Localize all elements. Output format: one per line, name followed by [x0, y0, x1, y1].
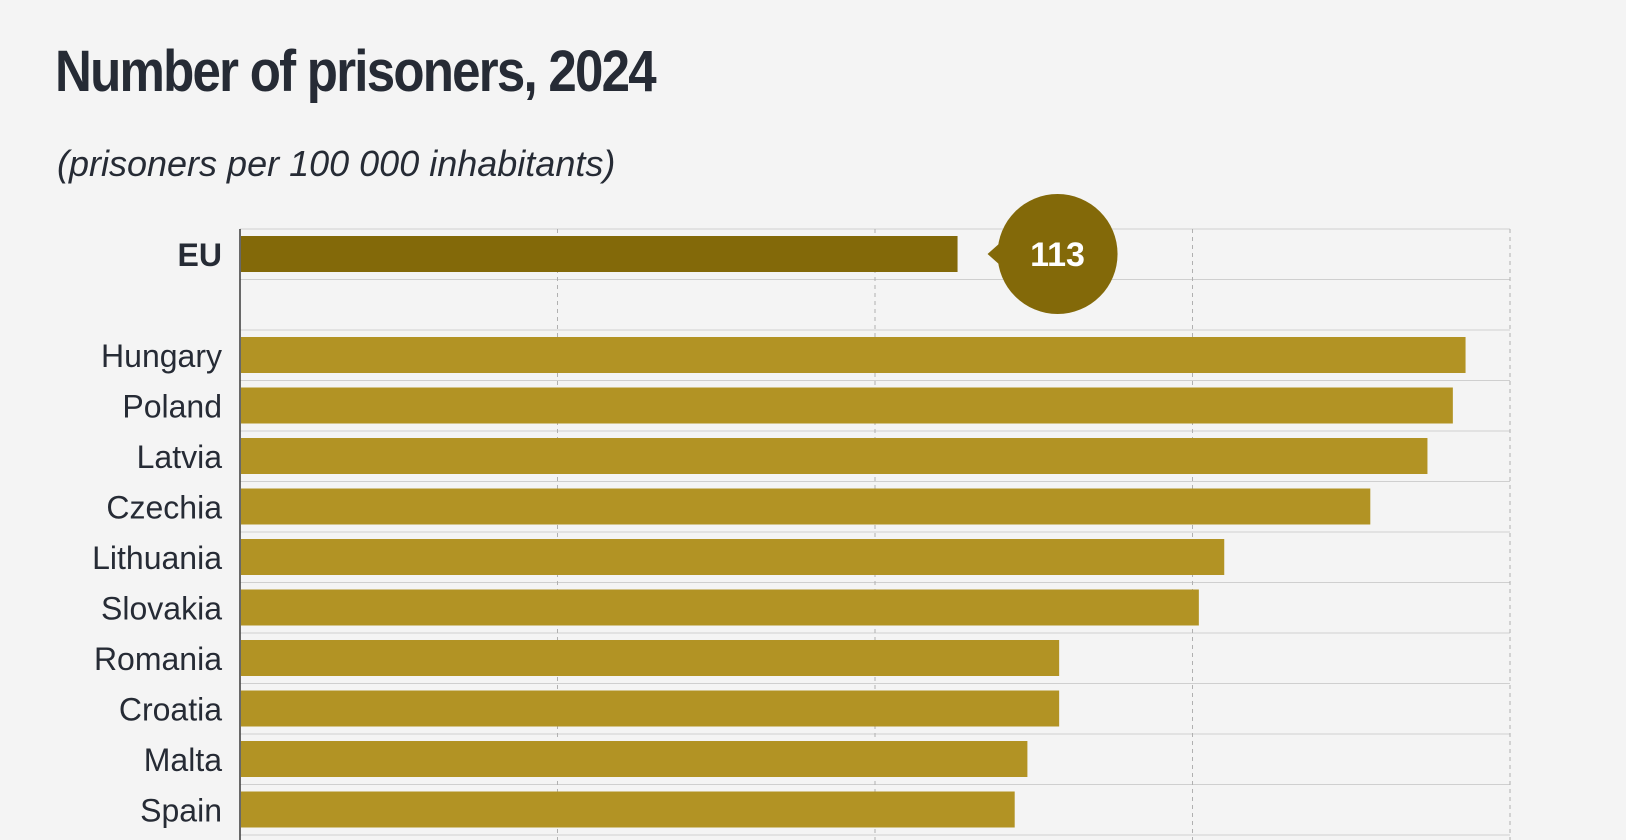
bar-spain	[241, 791, 1015, 828]
bar-slovakia	[241, 589, 1199, 626]
bar-poland	[241, 387, 1453, 424]
chart-subtitle: (prisoners per 100 000 inhabitants)	[57, 143, 616, 184]
bar-malta	[241, 741, 1028, 777]
category-label-croatia: Croatia	[119, 692, 222, 728]
bar-lithuania	[241, 539, 1225, 575]
bar-hungary	[241, 337, 1466, 373]
category-label-malta: Malta	[144, 742, 222, 778]
bar-croatia	[241, 690, 1060, 727]
callout-value: 113	[1030, 236, 1085, 274]
callout-bubble	[997, 194, 1118, 314]
category-label-romania: Romania	[94, 641, 222, 677]
bar-romania	[241, 640, 1060, 676]
category-label-slovakia: Slovakia	[101, 591, 222, 627]
bar-eu	[241, 236, 958, 272]
bar-latvia	[241, 438, 1428, 474]
category-label-poland: Poland	[122, 389, 222, 425]
category-label-hungary: Hungary	[101, 338, 222, 374]
chart-title: Number of prisoners, 2024	[55, 39, 657, 104]
category-label-czechia: Czechia	[106, 490, 222, 526]
category-label-spain: Spain	[140, 793, 222, 829]
category-label-latvia: Latvia	[137, 439, 223, 475]
category-label-lithuania: Lithuania	[92, 540, 222, 576]
bar-czechia	[241, 488, 1371, 525]
category-label-eu: EU	[178, 237, 222, 273]
